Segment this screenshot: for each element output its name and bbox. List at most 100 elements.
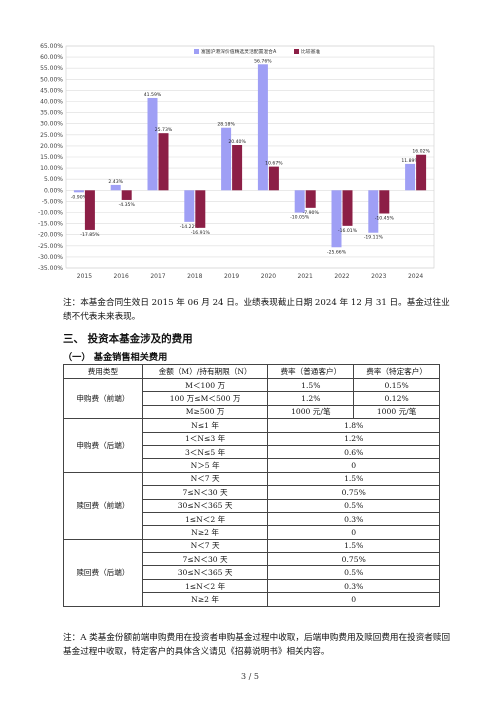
bar-benchmark [416,154,427,191]
section-subtitle: （一） 基金销售相关费用 [63,352,168,363]
y-tick-label: 35.00% [40,110,63,117]
legend-entry: 富国沪港深价值精选灵活配置混合A [201,48,277,55]
data-label: -10.45% [375,215,395,221]
x-tick-label: 2017 [150,273,165,280]
bar-benchmark [84,190,95,230]
rate-cell: 0 [267,458,440,473]
data-label: -19.11% [364,235,384,241]
y-tick-label: 30.00% [40,121,63,128]
table-row: 7≤N＜30 天 0.75% [64,552,440,567]
fee-table: 费用类型 金额（M）/持有期限（N） 费率（普通客户） 费率（特定客户） 申购费… [63,364,440,607]
y-tick-label: 10.00% [40,165,63,172]
data-label: -14.22% [180,224,200,230]
data-label: -25.66% [327,249,347,255]
bar-fund [331,190,342,248]
bar-benchmark [158,133,169,191]
data-label: 25.73% [155,127,173,133]
rate-cell: 0.3% [267,578,440,594]
header-rate-normal: 费率（普通客户） [267,364,355,379]
y-tick-label: -15.00% [38,221,63,228]
amount-cell: N≤1 年 [141,418,269,433]
bar-fund [294,190,305,213]
data-label: 28.18% [217,122,235,128]
rate-cell: 0 [267,592,440,607]
table-row: 1≤N＜2 年 0.3% [64,511,440,527]
header-amount: 金额（M）/持有期限（N） [141,364,269,379]
data-label: -10.05% [290,215,310,221]
amount-cell: M＜100 万 [141,377,269,393]
bar-fund [405,163,416,191]
y-tick-label: 50.00% [40,76,63,83]
bar-benchmark [232,145,243,191]
rate-cell: 0.5% [267,565,440,580]
y-tick-label: -35.00% [38,265,63,272]
amount-cell: 7≤N＜30 天 [141,552,269,567]
amount-cell: N≥2 年 [141,525,269,540]
fee-type-cell: 赎回费（前端） [63,471,143,540]
bar-fund [184,190,195,222]
legend-swatch [194,49,199,54]
data-label: 11.89% [401,158,419,164]
data-label: 10.67% [265,161,283,167]
data-label: 20.40% [228,139,246,145]
amount-cell: 1≤N＜2 年 [141,511,269,527]
x-tick-label: 2016 [114,273,129,280]
y-tick-label: 60.00% [40,54,63,61]
bar-fund [73,190,84,193]
rate-cell: 0 [267,525,440,540]
data-label: 41.59% [144,92,162,98]
amount-cell: 3＜N≤5 年 [141,444,269,460]
bar-fund [147,97,158,191]
amount-cell: 30≤N＜365 天 [141,498,269,513]
fee-type-cell: 申购费（前端） [63,377,143,420]
plot-frame [65,45,435,269]
table-row: 申购费（前端） M＜100 万 1.5% 0.15% [63,377,440,420]
x-tick-label: 2015 [77,273,92,280]
x-tick-label: 2018 [187,273,202,280]
x-tick-label: 2022 [334,273,349,280]
y-tick-label: 20.00% [40,143,63,150]
performance-note: 注：本基金合同生效日 2015 年 06 月 24 日。业绩表现截止日期 202… [63,298,450,322]
rate-cell: 1.8% [267,418,440,433]
y-tick-label: 5.00% [44,176,63,183]
x-tick-label: 2023 [371,273,386,280]
fee-type-cell: 赎回费（后端） [63,538,143,607]
legend-swatch [294,49,299,54]
fee-type-cell: 申购费（后端） [63,418,143,473]
x-tick-label: 2024 [408,273,423,280]
bar-fund [221,127,232,191]
bar-benchmark [305,190,316,208]
rate-cell: 0.3% [267,511,440,527]
data-label: -17.85% [80,232,100,238]
y-tick-label: 55.00% [40,65,63,72]
y-tick-label: 40.00% [40,99,63,106]
x-tick-label: 2019 [224,273,239,280]
rate-cell: 1.5% [267,377,355,393]
rate-cell: 1.2% [267,431,440,446]
table-row: 赎回费（后端） N＜7 天 1.5% [63,538,440,607]
amount-cell: N≥2 年 [141,592,269,607]
bar-benchmark [342,190,353,226]
section-title: 三、 投资本基金涉及的费用 [63,333,193,345]
legend-entry: 比较基准 [301,48,320,55]
data-label: -7.90% [303,210,320,216]
page-number: 3 / 5 [241,672,259,681]
rate-cell: 1.2% [267,391,355,406]
amount-cell: 100 万≤M＜500 万 [141,391,269,406]
bar-benchmark [195,190,206,228]
y-tick-label: 65.00% [40,43,63,50]
bar-fund [110,184,121,191]
rate-cell: 0.15% [353,377,440,393]
y-tick-label: -20.00% [38,232,63,239]
fee-note: 注：A 类基金份额前端申购费用在投资者申购基金过程中收取，后端申购费用及赎回费用… [63,633,451,657]
fee-table-header: 费用类型 金额（M）/持有期限（N） 费率（普通客户） 费率（特定客户） [63,364,440,379]
rate-cell: 0.6% [267,444,440,460]
amount-cell: 1≤N＜2 年 [141,578,269,594]
amount-cell: N＞5 年 [141,458,269,473]
y-tick-label: 25.00% [40,132,63,139]
data-label: -16.91% [191,230,211,236]
table-row: 7≤N＜30 天 0.75% [64,485,440,500]
data-label: 2.43% [108,179,123,185]
